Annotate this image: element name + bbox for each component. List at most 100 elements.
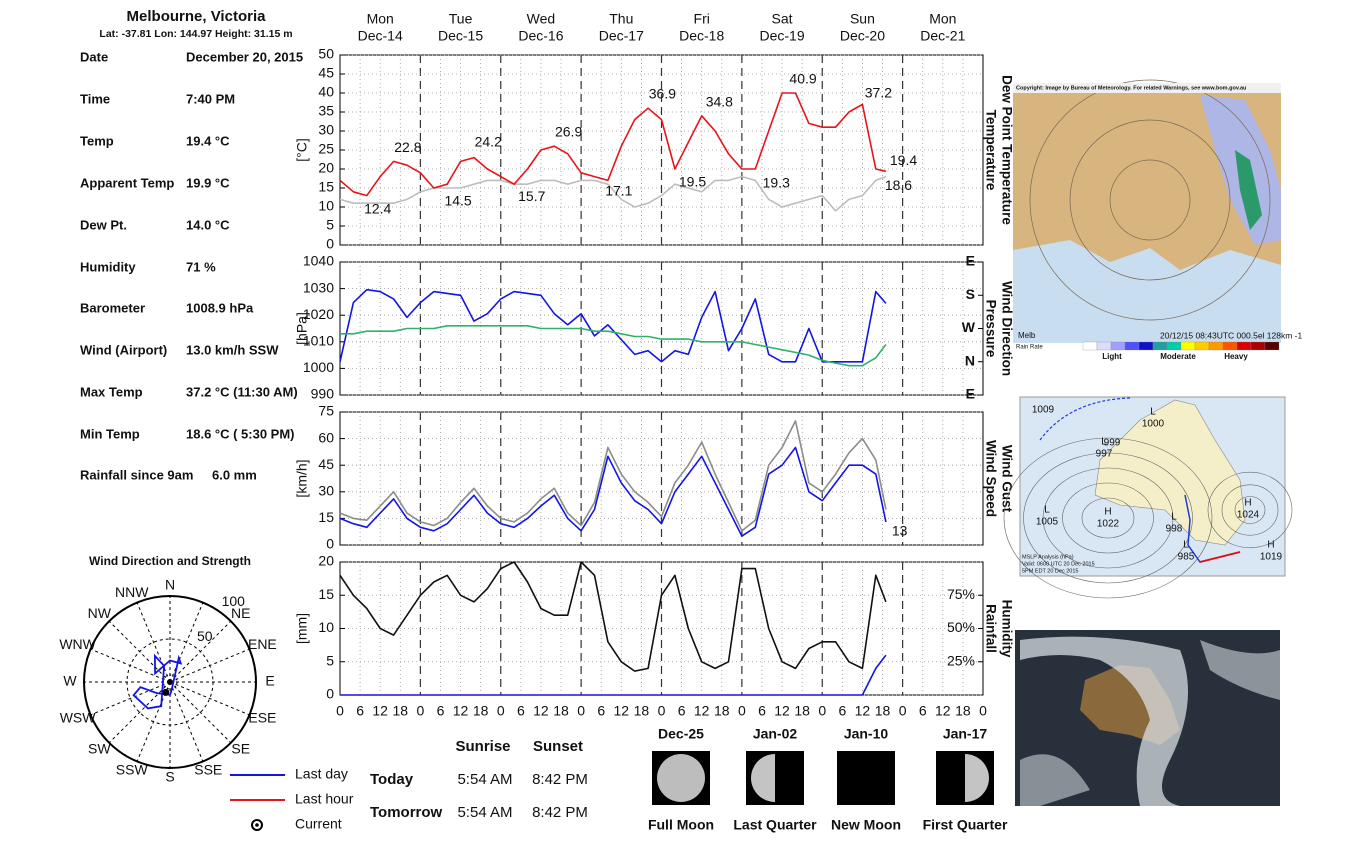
radar-ring xyxy=(1029,79,1271,321)
info-label: Min Temp xyxy=(80,426,140,441)
radar-colorbar xyxy=(1110,341,1126,351)
y-tick-label: 20 xyxy=(318,553,334,569)
annotation: 37.2 xyxy=(865,84,892,100)
system-letter: H xyxy=(1267,540,1274,551)
y2-tick-label: 50% xyxy=(947,619,975,635)
x-tick-label: 6 xyxy=(758,703,766,719)
annotation: 18.6 xyxy=(885,177,912,193)
x-tick-label: 0 xyxy=(738,703,746,719)
direction-label: ESE xyxy=(248,709,276,725)
system-pressure: 1024 xyxy=(1237,510,1260,521)
system-pressure: 998 xyxy=(1166,524,1183,535)
radar-colorbar xyxy=(1180,341,1196,351)
annotation: 34.8 xyxy=(706,93,733,109)
isobar xyxy=(1207,471,1293,549)
x-tick-label: 0 xyxy=(336,703,344,719)
front xyxy=(1199,551,1241,563)
info-value: 6.0 mm xyxy=(212,467,257,482)
radar-colorbar xyxy=(1152,341,1168,351)
x-tick-label: 6 xyxy=(919,703,927,719)
system-letter: L xyxy=(1171,512,1177,523)
radar-copyright: Copyright: Image by Bureau of Meteorolog… xyxy=(1016,85,1246,91)
x-tick-label: 12 xyxy=(453,703,469,719)
system-pressure: 1019 xyxy=(1260,552,1283,563)
date-label: Dec-20 xyxy=(840,28,885,44)
info-label: Humidity xyxy=(80,259,136,274)
info-label: Apparent Temp xyxy=(80,175,174,190)
direction-label: SSW xyxy=(116,761,149,777)
system-pressure: 997 xyxy=(1096,449,1113,460)
satellite-cloud xyxy=(1200,640,1280,700)
system-letter: H xyxy=(1244,498,1251,509)
moon-disc xyxy=(657,754,705,802)
system-letter: H xyxy=(1104,507,1111,518)
legend-swatch xyxy=(255,823,259,827)
polar-ring xyxy=(126,638,214,726)
legend-label: Rainfall xyxy=(983,604,998,653)
y-axis-label: [mm] xyxy=(294,613,310,644)
day-label: Tue xyxy=(449,11,473,27)
x-tick-label: 12 xyxy=(935,703,951,719)
moon-date: Jan-02 xyxy=(753,726,798,742)
annotation: 15.7 xyxy=(518,188,545,204)
y-tick-label: 45 xyxy=(318,65,334,81)
satellite-cloud xyxy=(1020,754,1090,806)
radar-colorbar xyxy=(1208,341,1224,351)
x-tick-label: 6 xyxy=(838,703,846,719)
y-tick-label: 35 xyxy=(318,103,334,119)
isobar xyxy=(1003,437,1213,599)
x-tick-label: 0 xyxy=(899,703,907,719)
radar-colorbar xyxy=(1082,341,1098,351)
info-value: 14.0 °C xyxy=(186,217,230,232)
system-letter: L xyxy=(1101,437,1107,448)
system-letter: L xyxy=(1150,407,1156,418)
radar-colorbar xyxy=(1138,341,1154,351)
direction-label: E xyxy=(265,673,274,689)
y-tick-label: 30 xyxy=(318,483,334,499)
moon-date: Jan-10 xyxy=(844,726,889,742)
date-label: Dec-14 xyxy=(358,28,403,44)
x-tick-label: 12 xyxy=(774,703,790,719)
isobar xyxy=(1221,484,1279,536)
radar-colorbar xyxy=(1166,341,1182,351)
radar-colorbar xyxy=(1222,341,1238,351)
isobar-label: 999 xyxy=(1104,438,1121,449)
x-tick-label: 12 xyxy=(694,703,710,719)
x-tick-label: 6 xyxy=(597,703,605,719)
moon-phase: New Moon xyxy=(831,817,901,833)
x-tick-label: 6 xyxy=(517,703,525,719)
annotation: 19.3 xyxy=(763,174,790,190)
annotation: 40.9 xyxy=(789,70,816,86)
day-label: Thu xyxy=(609,11,633,27)
x-tick-label: 12 xyxy=(533,703,549,719)
info-label: Dew Pt. xyxy=(80,217,127,232)
isobar xyxy=(1062,482,1154,554)
system-pressure: 985 xyxy=(1178,552,1195,563)
radar-legend-label: Light xyxy=(1102,352,1122,361)
y-tick-label: 45 xyxy=(318,456,334,472)
radar-sea xyxy=(1013,240,1281,343)
y-tick-label: 50 xyxy=(318,46,334,62)
direction-label: SE xyxy=(231,741,250,757)
info-label: Rainfall since 9am xyxy=(80,467,193,482)
y-tick-label: 1000 xyxy=(303,359,334,375)
x-tick-label: 18 xyxy=(955,703,971,719)
info-value: 18.6 °C ( 5:30 PM) xyxy=(186,426,295,441)
day-label: Fri xyxy=(694,11,710,27)
mslp-caption: 5PM EDT 20 Dec 2015 xyxy=(1022,568,1078,574)
moon-phase: First Quarter xyxy=(923,817,1008,833)
x-tick-label: 18 xyxy=(634,703,650,719)
annotation: 24.2 xyxy=(475,134,502,150)
legend-label: Temperature xyxy=(983,110,998,191)
y-tick-label: 30 xyxy=(318,122,334,138)
y-axis-label: [°C] xyxy=(294,138,310,162)
x-tick-label: 18 xyxy=(714,703,730,719)
current-marker xyxy=(162,688,170,696)
y-tick-label: 5 xyxy=(326,217,334,233)
radar-colorbar xyxy=(1194,341,1210,351)
radar-colorbar xyxy=(1096,341,1112,351)
isobar xyxy=(1023,452,1193,584)
direction-label: NNW xyxy=(115,584,149,600)
direction-label: S xyxy=(165,769,174,785)
moon-date: Dec-25 xyxy=(658,726,704,742)
